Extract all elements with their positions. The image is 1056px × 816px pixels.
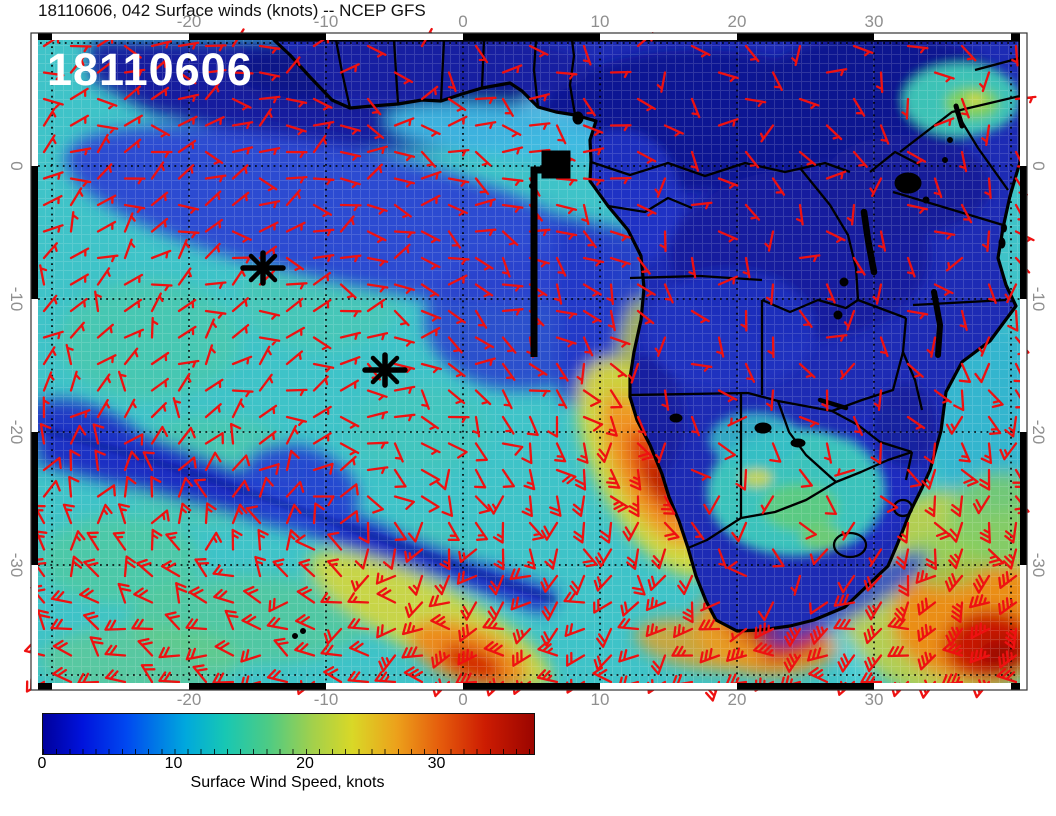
colorbar-minor-ticks bbox=[43, 749, 534, 754]
wind-speed-field bbox=[38, 40, 1020, 683]
lon-tick-label-bottom: 10 bbox=[590, 690, 610, 709]
lat-tick-label-left: 0 bbox=[7, 161, 26, 171]
lon-tick-label-bottom: 20 bbox=[727, 690, 747, 709]
lon-tick-label-top: 20 bbox=[727, 12, 747, 31]
lon-tick-label-bottom: -10 bbox=[313, 690, 339, 709]
lat-tick-label-right: -20 bbox=[1029, 419, 1048, 445]
plot-title: 18110606, 042 Surface winds (knots) -- N… bbox=[38, 1, 426, 20]
lon-tick-label-top: 10 bbox=[590, 12, 610, 31]
lakes bbox=[292, 103, 1007, 639]
lon-tick-label-bottom: -20 bbox=[176, 690, 202, 709]
lon-tick-label-top: -20 bbox=[176, 12, 202, 31]
lat-tick-label-right: -10 bbox=[1029, 286, 1048, 312]
colorbar-tick-label: 20 bbox=[296, 755, 314, 772]
station-asterisk bbox=[362, 352, 408, 388]
colorbar-caption: Surface Wind Speed, knots bbox=[190, 774, 385, 791]
colorbar-tick-label: 30 bbox=[427, 755, 446, 772]
lat-tick-label-right: -30 bbox=[1029, 552, 1048, 578]
markers bbox=[240, 150, 571, 388]
latlon-grid bbox=[38, 40, 1020, 683]
lon-tick-label-bottom: 30 bbox=[864, 690, 884, 709]
lon-tick-label-top: -10 bbox=[313, 12, 339, 31]
colorbar-gradient bbox=[42, 713, 535, 755]
lat-tick-label-right: 0 bbox=[1029, 161, 1048, 171]
lon-tick-label-top: 30 bbox=[864, 12, 884, 31]
date-overlay-label: 18110606 bbox=[47, 44, 253, 95]
lon-tick-label-top: 0 bbox=[458, 12, 468, 31]
wind-barbs bbox=[23, 27, 1037, 702]
lat-tick-label-left: -10 bbox=[7, 286, 26, 312]
map-neatline bbox=[30, 32, 1028, 691]
ship-square-marker bbox=[541, 150, 571, 179]
lat-tick-label-left: -30 bbox=[7, 552, 26, 578]
lon-tick-label-bottom: 0 bbox=[458, 690, 468, 709]
colorbar-tick-label: 0 bbox=[37, 755, 47, 772]
colorbar-tick-label: 10 bbox=[164, 755, 183, 772]
station-asterisk bbox=[240, 250, 286, 286]
lat-tick-label-left: -20 bbox=[7, 419, 26, 445]
